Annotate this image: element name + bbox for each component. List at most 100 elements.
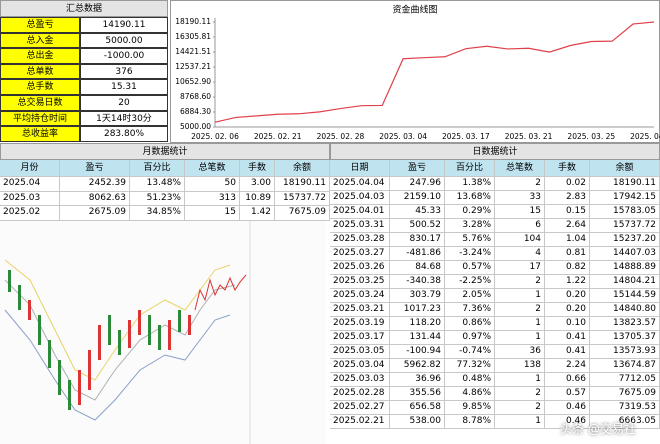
- month-cell: 2675.09: [60, 206, 130, 221]
- month-cell: 15737.72: [275, 191, 330, 206]
- candle: [148, 315, 151, 345]
- day-cell: 0.48%: [445, 373, 495, 387]
- candle: [88, 350, 91, 390]
- price-line: [194, 274, 247, 311]
- day-cell: 500.52: [390, 219, 445, 233]
- y-tick-label: 16305.81: [175, 32, 211, 41]
- day-cell: 2025.03.21: [330, 303, 390, 317]
- day-cell: -2.25%: [445, 275, 495, 289]
- day-cell: 2025.03.05: [330, 345, 390, 359]
- day-cell: 2025.02.28: [330, 387, 390, 401]
- day-cell: 0.41: [545, 331, 590, 345]
- day-cell: 1: [495, 317, 545, 331]
- day-cell: 1.38%: [445, 177, 495, 191]
- summary-value: -1000.00: [80, 48, 168, 64]
- day-cell: 2025.03.03: [330, 373, 390, 387]
- day-cell: 104: [495, 233, 545, 247]
- x-tick-label: 2025. 02. 28: [317, 132, 365, 141]
- month-cell: 7675.09: [275, 206, 330, 221]
- day-cell: 1: [495, 415, 545, 429]
- day-cell: 7675.09: [590, 387, 660, 401]
- day-cell: 18190.11: [590, 177, 660, 191]
- day-header: 手数: [545, 160, 590, 177]
- equity-chart: 资金曲线图 5000.00 6884.30 8768.60 10652.90 12537…: [170, 0, 660, 143]
- summary-title: 汇总数据: [0, 0, 168, 17]
- day-cell: -0.74%: [445, 345, 495, 359]
- summary-label: 总盈亏: [0, 17, 80, 33]
- day-header: 余额: [590, 160, 660, 177]
- day-title: 日数据统计: [330, 143, 660, 160]
- month-cell: 15: [185, 206, 240, 221]
- y-tick-label: 14421.51: [175, 47, 211, 56]
- day-cell: 2025.03.31: [330, 219, 390, 233]
- day-cell: 7.36%: [445, 303, 495, 317]
- day-cell: 2: [495, 275, 545, 289]
- day-cell: 2: [495, 177, 545, 191]
- day-cell: 33: [495, 191, 545, 205]
- summary-value: 20: [80, 95, 168, 111]
- candle: [98, 325, 101, 360]
- day-cell: 2025.03.04: [330, 359, 390, 373]
- day-cell: 118.20: [390, 317, 445, 331]
- day-cell: 2025.03.17: [330, 331, 390, 345]
- x-tick-label: 2025. 02. 21: [254, 132, 302, 141]
- candle: [38, 315, 41, 345]
- y-tick-label: 8768.60: [180, 92, 211, 101]
- month-header: 月份: [0, 160, 60, 177]
- day-cell: 2025.02.27: [330, 401, 390, 415]
- day-cell: 15: [495, 205, 545, 219]
- day-cell: 15237.20: [590, 233, 660, 247]
- y-tick-label: 18190.11: [175, 17, 211, 26]
- day-cell: 14888.89: [590, 261, 660, 275]
- day-cell: 2.24: [545, 359, 590, 373]
- x-tick-label: 2025. 03. 25: [567, 132, 615, 141]
- month-cell: 2452.39: [60, 177, 130, 192]
- day-cell: 1.04: [545, 233, 590, 247]
- day-cell: 2025.04.01: [330, 205, 390, 219]
- day-cell: 1: [495, 331, 545, 345]
- summary-label: 平均持仓时间: [0, 110, 80, 127]
- band-lower: [4, 309, 231, 421]
- month-cell: 313: [185, 191, 240, 206]
- day-cell: 17942.15: [590, 191, 660, 205]
- month-cell: 34.85%: [130, 206, 185, 221]
- day-header: 百分比: [445, 160, 495, 177]
- month-cell: 50: [185, 177, 240, 192]
- day-cell: 247.96: [390, 177, 445, 191]
- month-cell: 3.00: [240, 177, 275, 192]
- day-cell: 2.83: [545, 191, 590, 205]
- day-cell: 7319.53: [590, 401, 660, 415]
- day-cell: 2025.03.27: [330, 247, 390, 261]
- day-cell: 13823.57: [590, 317, 660, 331]
- candle: [58, 360, 61, 395]
- day-cell: 2: [495, 387, 545, 401]
- day-cell: 0.46: [545, 401, 590, 415]
- day-cell: 538.00: [390, 415, 445, 429]
- summary-label: 总手数: [0, 79, 80, 95]
- day-cell: 0.97%: [445, 331, 495, 345]
- month-cell: 2025.03: [0, 191, 60, 206]
- day-cell: 2159.10: [390, 191, 445, 205]
- summary-value: 15.31: [80, 79, 168, 95]
- day-cell: 5962.82: [390, 359, 445, 373]
- month-cell: 51.23%: [130, 191, 185, 206]
- day-cell: 0.41: [545, 345, 590, 359]
- picture-bg: [0, 220, 326, 444]
- day-cell: 0.82: [545, 261, 590, 275]
- day-cell: 14840.80: [590, 303, 660, 317]
- day-cell: 131.44: [390, 331, 445, 345]
- candle: [18, 285, 21, 310]
- x-tick-label: 2025. 02. 06: [191, 132, 239, 141]
- summary-value: 5000.00: [80, 32, 168, 49]
- day-cell: 1: [495, 289, 545, 303]
- candle: [68, 380, 71, 410]
- day-cell: 14804.21: [590, 275, 660, 289]
- day-header: 总笔数: [495, 160, 545, 177]
- chart-title: 资金曲线图: [392, 4, 437, 16]
- day-cell: 0.20: [545, 289, 590, 303]
- day-cell: 1.22: [545, 275, 590, 289]
- x-tick-label: 2025. 03. 21: [505, 132, 553, 141]
- y-tick-label: 5000.00: [180, 122, 211, 131]
- x-tick-label: 2025. 03. 17: [442, 132, 490, 141]
- x-tick-label: 2025. 04. 04: [630, 132, 660, 141]
